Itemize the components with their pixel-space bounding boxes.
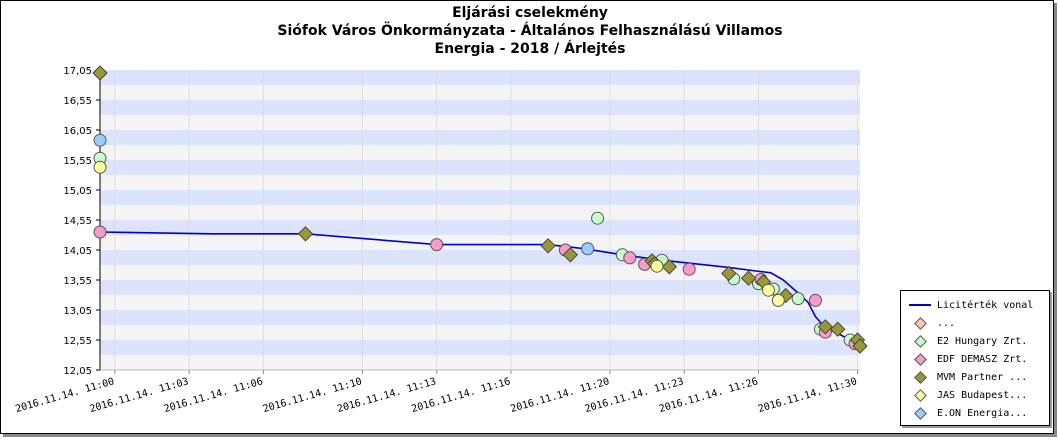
plot-band — [100, 235, 860, 250]
legend-item: Licitérték vonal — [907, 297, 1033, 313]
legend-symbol — [907, 299, 933, 311]
y-tick-label: 14,55 — [63, 216, 92, 227]
data-point — [852, 338, 868, 354]
legend-label: ... — [937, 317, 956, 329]
y-tick-label: 13,05 — [63, 306, 92, 317]
data-point — [93, 133, 107, 147]
data-point — [92, 65, 108, 81]
legend-label: EDF DEMASZ Zrt. — [937, 353, 1028, 365]
plot-band — [100, 190, 860, 205]
plot-band — [100, 85, 860, 100]
chart-title: Eljárási cselekmény Siófok Város Önkormá… — [0, 4, 1060, 58]
plot-band — [100, 115, 860, 130]
legend-item: E2 Hungary Zrt. — [907, 333, 1027, 349]
legend-label: E.ON Energia... — [937, 407, 1028, 419]
plot-band — [100, 100, 860, 115]
legend-item: EDF DEMASZ Zrt. — [907, 351, 1027, 367]
legend-symbol — [907, 335, 933, 348]
legend-label: JAS Budapest... — [937, 389, 1028, 401]
y-tick-label: 15,05 — [63, 186, 92, 197]
legend-item: JAS Budapest... — [907, 387, 1027, 403]
data-point — [771, 293, 785, 307]
plot-band — [100, 280, 860, 295]
legend-label: MVM Partner ... — [937, 371, 1028, 383]
data-point — [93, 160, 107, 174]
y-tick-label: 16,05 — [63, 126, 92, 137]
data-point — [581, 242, 595, 256]
y-tick-label: 17,05 — [63, 66, 92, 77]
plot-band — [100, 175, 860, 190]
plot-band — [100, 220, 860, 235]
data-point — [297, 226, 314, 242]
plot-band — [100, 70, 860, 85]
plot-band — [100, 160, 860, 175]
plot-band — [100, 295, 860, 310]
data-point — [761, 283, 775, 297]
legend-item: E.ON Energia... — [907, 405, 1027, 421]
data-point — [540, 238, 556, 254]
title-line-3: Energia - 2018 / Árlejtés — [434, 41, 626, 57]
data-point — [791, 292, 805, 306]
data-point — [591, 211, 605, 225]
plot-band — [100, 145, 860, 160]
legend-label: E2 Hungary Zrt. — [937, 335, 1028, 347]
data-point — [682, 262, 696, 276]
legend-symbol — [907, 389, 933, 402]
y-tick-label: 13,55 — [63, 276, 92, 287]
y-tick-label: 15,55 — [63, 156, 92, 167]
legend-label: Licitérték vonal — [937, 299, 1034, 311]
plot-band — [100, 340, 860, 355]
plot-band — [100, 355, 860, 370]
legend-symbol — [907, 353, 933, 366]
plot-band — [100, 325, 860, 340]
title-line-1: Eljárási cselekmény — [452, 5, 608, 21]
data-point — [562, 247, 579, 263]
x-tick-label: 2016.11.14. 11:30 — [757, 376, 858, 415]
plot-band — [100, 310, 860, 325]
legend-symbol — [907, 407, 933, 420]
data-point — [721, 265, 737, 282]
data-point — [93, 225, 107, 239]
y-tick-label: 12,05 — [63, 366, 92, 377]
title-line-2: Siófok Város Önkormányzata - Általános F… — [277, 23, 783, 39]
plot-band — [100, 130, 860, 145]
legend-symbol — [907, 371, 933, 384]
data-point — [650, 259, 664, 273]
data-point — [623, 251, 637, 265]
legend-item: ... — [907, 315, 955, 331]
y-tick-label: 16,55 — [63, 96, 92, 107]
y-tick-label: 12,55 — [63, 336, 92, 347]
data-point — [740, 270, 757, 286]
data-point — [808, 293, 822, 307]
plot-band — [100, 250, 860, 265]
data-point — [661, 259, 678, 275]
data-point — [817, 319, 834, 335]
legend-symbol — [907, 317, 933, 330]
chart-legend: Licitérték vonal... E2 Hungary Zrt. EDF DE… — [900, 290, 1050, 426]
plot-band — [100, 205, 860, 220]
legend-item: MVM Partner ... — [907, 369, 1027, 385]
y-tick-label: 14,05 — [63, 246, 92, 257]
data-point — [430, 238, 444, 252]
data-point — [830, 321, 846, 337]
